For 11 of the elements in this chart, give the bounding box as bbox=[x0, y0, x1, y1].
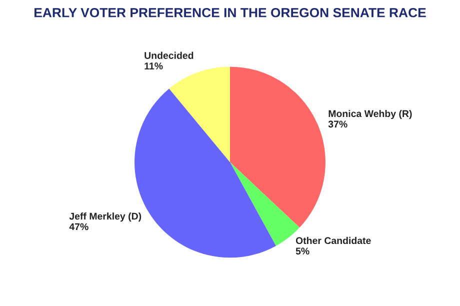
slice-label: Other Candidate bbox=[296, 236, 371, 244]
slice-label: Monica Wehby (R) bbox=[328, 110, 412, 120]
data-label: 47% bbox=[69, 223, 88, 230]
data-label: 11% bbox=[144, 62, 163, 70]
data-label: 37% bbox=[328, 120, 348, 128]
chart-title: EARLY VOTER PREFERENCE IN THE OREGON SENATE RACE bbox=[34, 8, 426, 18]
slice-label: Undecided bbox=[144, 52, 194, 59]
pie-slice bbox=[169, 66, 230, 162]
data-label: 5% bbox=[296, 248, 310, 255]
pie-slice bbox=[230, 66, 326, 228]
slice-label: Jeff Merkley (D) bbox=[69, 212, 142, 222]
